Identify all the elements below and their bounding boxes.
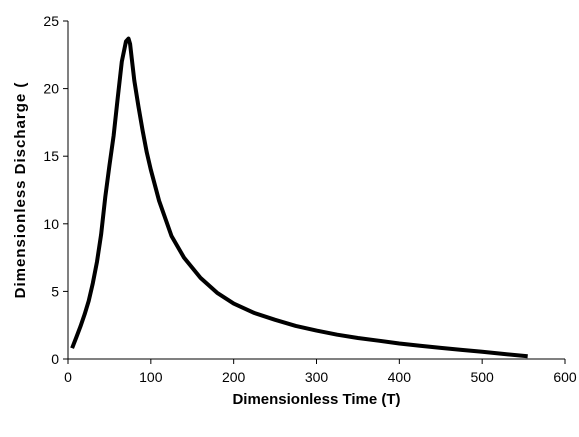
y-tick-label: 20	[43, 81, 59, 97]
x-axis-title: Dimensionless Time (T)	[232, 391, 400, 408]
x-tick-label: 200	[222, 369, 246, 385]
y-tick-label: 5	[51, 283, 59, 299]
y-axis-title: Dimensionless Discharge (	[12, 82, 29, 299]
x-tick-label: 0	[64, 369, 72, 385]
plot-frame	[67, 21, 565, 360]
x-axis-ticks: 0 100 200 300 400 500 600	[64, 359, 577, 385]
y-tick-label: 10	[43, 216, 59, 232]
x-tick-label: 600	[553, 369, 577, 385]
x-tick-label: 400	[388, 369, 412, 385]
x-tick-label: 300	[305, 369, 329, 385]
y-tick-label: 15	[43, 148, 59, 164]
discharge-curve	[70, 36, 528, 359]
y-tick-label: 0	[51, 351, 59, 367]
y-axis-ticks: 0 5 10 15 20 25	[43, 13, 68, 367]
series-layer	[70, 36, 528, 359]
y-tick-label: 25	[43, 13, 59, 29]
x-tick-label: 500	[470, 369, 494, 385]
x-tick-label: 100	[139, 369, 163, 385]
